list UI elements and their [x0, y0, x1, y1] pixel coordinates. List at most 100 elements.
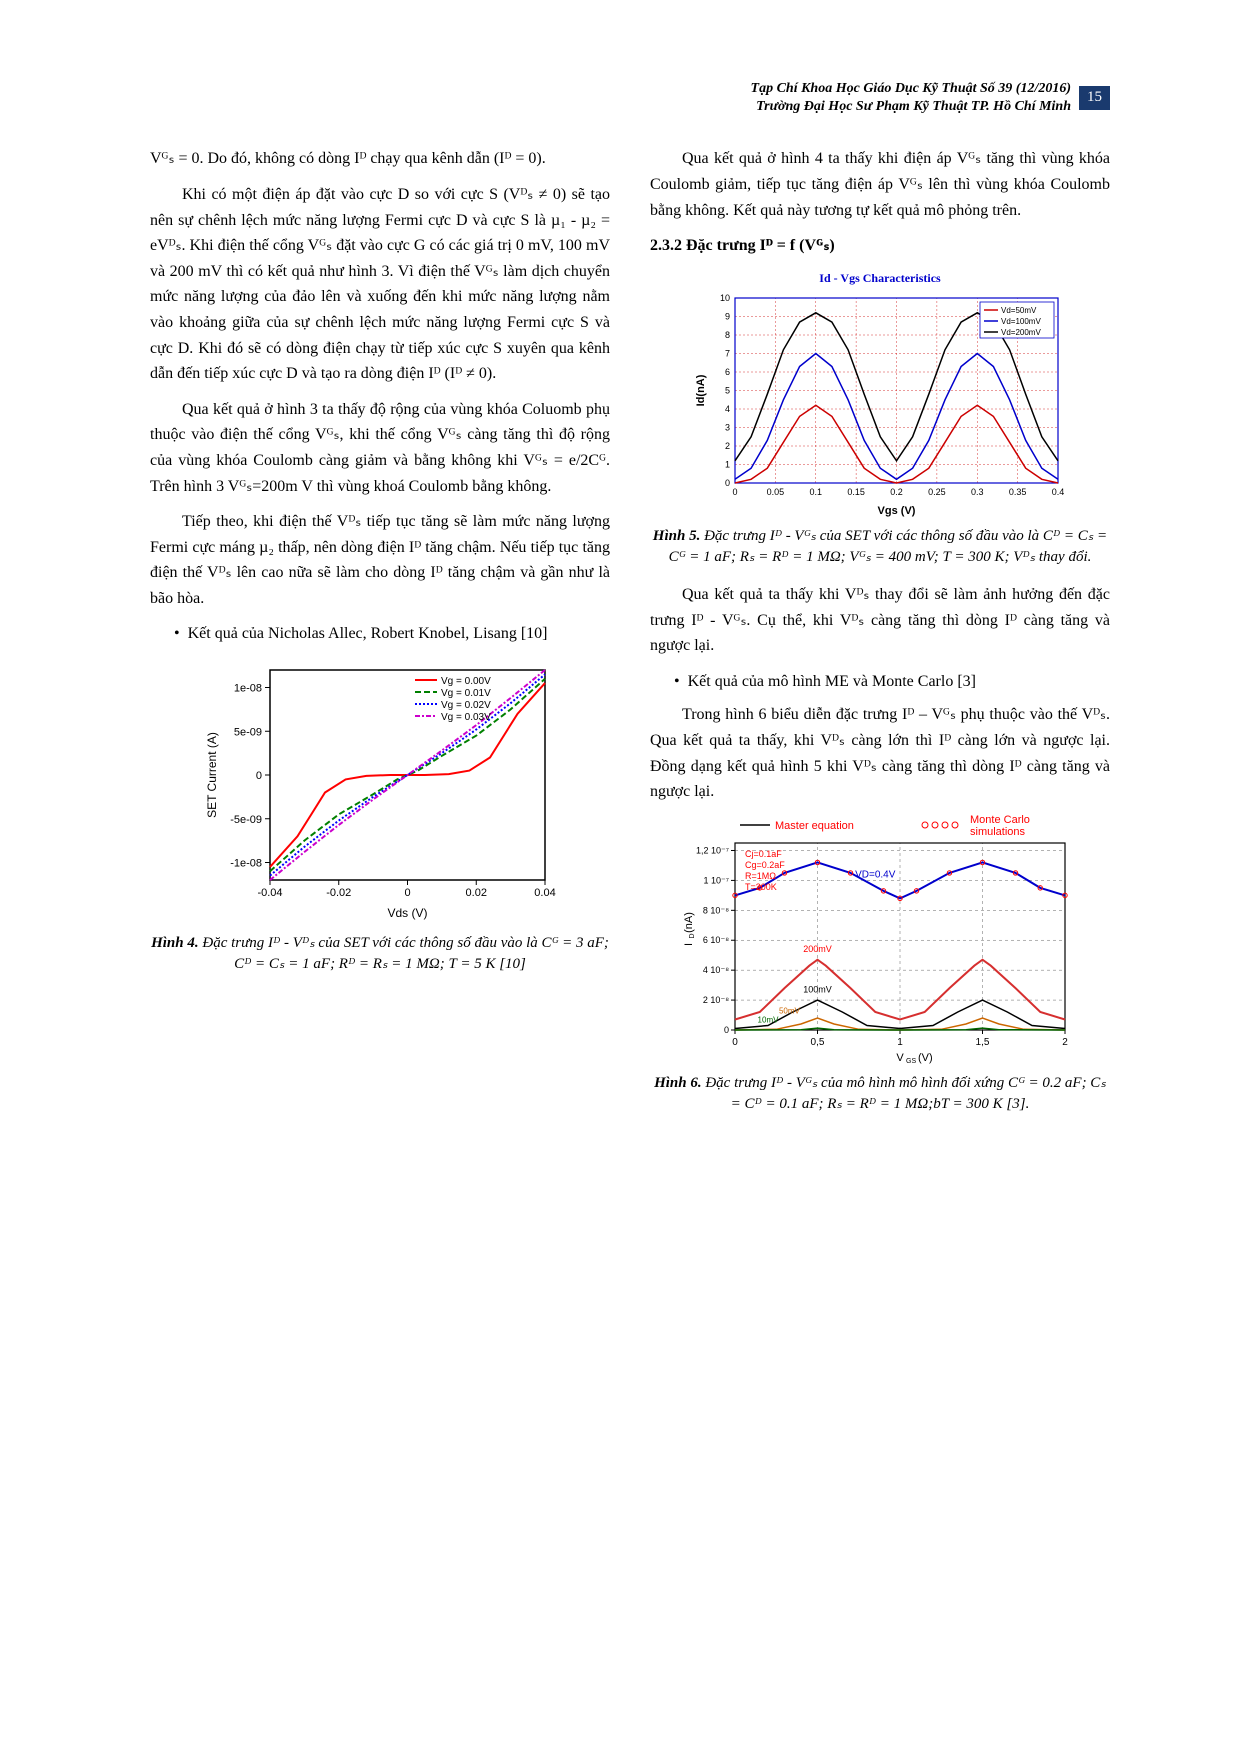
svg-text:1: 1 — [725, 459, 730, 469]
fig6-svg: Master equation Monte Carlosimulations 0 0,… — [680, 815, 1080, 1065]
figure-5-chart: Id - Vgs Characteristics 0 0.05 0.1 0.15 0.2… — [650, 269, 1110, 518]
svg-text:1,5: 1,5 — [976, 1037, 990, 1048]
svg-text:1e-08: 1e-08 — [234, 683, 262, 695]
bullet-icon: • — [174, 621, 180, 647]
svg-text:Cj=0.1aF: Cj=0.1aF — [745, 849, 782, 859]
svg-text:10mV: 10mV — [758, 1015, 780, 1024]
para-r1: Qua kết quả ở hình 4 ta thấy khi điện áp… — [650, 146, 1110, 223]
svg-text:2: 2 — [1062, 1037, 1068, 1048]
svg-text:200mV: 200mV — [803, 944, 832, 954]
svg-text:8 10⁻⁸: 8 10⁻⁸ — [703, 905, 729, 915]
para-l1: Vᴳₛ = 0. Do đó, không có dòng Iᴰ chạy qu… — [150, 146, 610, 172]
svg-text:0.1: 0.1 — [809, 487, 822, 497]
svg-text:I: I — [683, 943, 695, 946]
svg-text:GS: GS — [906, 1058, 916, 1065]
svg-text:Vgs (V): Vgs (V) — [878, 505, 916, 517]
svg-text:0: 0 — [732, 487, 737, 497]
svg-text:Vd=50mV: Vd=50mV — [1001, 306, 1037, 315]
fig5-caption: Hình 5. Đặc trưng Iᴰ - Vᴳₛ của SET với c… — [650, 526, 1110, 568]
svg-text:0.35: 0.35 — [1009, 487, 1027, 497]
left-column: Vᴳₛ = 0. Do đó, không có dòng Iᴰ chạy qu… — [150, 146, 610, 1128]
para-r2: Qua kết quả ta thấy khi Vᴰₛ thay đổi sẽ … — [650, 582, 1110, 659]
svg-text:-0.02: -0.02 — [326, 887, 351, 899]
bullet-l1-text: Kết quả của Nicholas Allec, Robert Knobe… — [188, 621, 548, 647]
bullet-r1-text: Kết quả của mô hình ME và Monte Carlo [3… — [688, 669, 976, 695]
svg-text:50mV: 50mV — [779, 1006, 801, 1015]
svg-text:0.3: 0.3 — [971, 487, 984, 497]
svg-text:0.25: 0.25 — [928, 487, 946, 497]
journal-title: Tạp Chí Khoa Học Giáo Dục Kỹ Thuật Số 39… — [751, 80, 1071, 98]
svg-text:-0.04: -0.04 — [257, 887, 282, 899]
section-2-3-2: 2.3.2 Đặc trưng Iᴰ = f (Vᴳₛ) — [650, 233, 1110, 259]
svg-text:10: 10 — [720, 293, 730, 303]
svg-text:1 10⁻⁷: 1 10⁻⁷ — [703, 875, 729, 885]
svg-text:3: 3 — [725, 422, 730, 432]
bullet-l1: • Kết quả của Nicholas Allec, Robert Kno… — [174, 621, 610, 647]
page-header: Tạp Chí Khoa Học Giáo Dục Kỹ Thuật Số 39… — [150, 80, 1110, 116]
svg-text:6 10⁻⁸: 6 10⁻⁸ — [703, 935, 729, 945]
svg-text:1,2 10⁻⁷: 1,2 10⁻⁷ — [696, 845, 729, 855]
svg-text:-5e-09: -5e-09 — [230, 814, 262, 826]
svg-text:Vg = 0.03V: Vg = 0.03V — [441, 712, 491, 723]
svg-text:0.05: 0.05 — [767, 487, 785, 497]
para-l4: Tiếp theo, khi điện thế Vᴰₛ tiếp tục tăn… — [150, 509, 610, 611]
two-column-layout: Vᴳₛ = 0. Do đó, không có dòng Iᴰ chạy qu… — [150, 146, 1110, 1128]
svg-text:SET Current (A): SET Current (A) — [205, 732, 219, 818]
svg-text:D: D — [689, 933, 696, 938]
svg-text:T=300K: T=300K — [745, 882, 777, 892]
fig5-svg: 00.050.10.150.20.250.30.350.401234567891… — [690, 288, 1070, 518]
svg-text:Vg = 0.01V: Vg = 0.01V — [441, 688, 491, 699]
figure-4-chart: -0.04 -0.02 0 0.02 0.04 -1e-08 -5e-09 0 5e-09 1e-… — [150, 655, 610, 925]
svg-text:2 10⁻⁸: 2 10⁻⁸ — [703, 995, 729, 1005]
svg-text:2: 2 — [725, 441, 730, 451]
svg-text:VD=0.4V: VD=0.4V — [855, 869, 896, 880]
svg-text:Master equation: Master equation — [775, 820, 854, 832]
svg-text:0.02: 0.02 — [466, 887, 487, 899]
svg-text:Vg = 0.00V: Vg = 0.00V — [441, 676, 491, 687]
svg-text:0: 0 — [725, 478, 730, 488]
svg-text:0.4: 0.4 — [1052, 487, 1065, 497]
svg-text:Vg = 0.02V: Vg = 0.02V — [441, 700, 491, 711]
svg-text:8: 8 — [725, 330, 730, 340]
svg-text:5: 5 — [725, 385, 730, 395]
svg-text:1: 1 — [897, 1037, 903, 1048]
page-number: 15 — [1079, 86, 1110, 110]
svg-text:0,5: 0,5 — [811, 1037, 825, 1048]
svg-text:100mV: 100mV — [803, 984, 832, 994]
svg-text:9: 9 — [725, 311, 730, 321]
svg-text:5e-09: 5e-09 — [234, 726, 262, 738]
fig4-svg: -0.04 -0.02 0 0.02 0.04 -1e-08 -5e-09 0 5e-09 1e-… — [200, 655, 560, 925]
svg-text:R=1MΩ: R=1MΩ — [745, 871, 776, 881]
para-r3: Trong hình 6 biểu diễn đặc trưng Iᴰ – Vᴳ… — [650, 702, 1110, 804]
svg-text:0.04: 0.04 — [534, 887, 555, 899]
svg-text:(nA): (nA) — [683, 912, 695, 933]
svg-text:6: 6 — [725, 367, 730, 377]
bullet-icon: • — [674, 669, 680, 695]
svg-text:0: 0 — [404, 887, 410, 899]
para-l3: Qua kết quả ở hình 3 ta thấy độ rộng của… — [150, 397, 610, 499]
svg-text:V: V — [896, 1052, 904, 1064]
institution: Trường Đại Học Sư Phạm Kỹ Thuật TP. Hồ C… — [751, 98, 1071, 116]
svg-text:Cg=0.2aF: Cg=0.2aF — [745, 860, 785, 870]
svg-text:(V): (V) — [918, 1052, 933, 1064]
svg-text:0: 0 — [256, 770, 262, 782]
right-column: Qua kết quả ở hình 4 ta thấy khi điện áp… — [650, 146, 1110, 1128]
svg-text:Vds (V): Vds (V) — [387, 906, 427, 920]
svg-text:0: 0 — [724, 1025, 729, 1035]
bullet-r1: • Kết quả của mô hình ME và Monte Carlo … — [674, 669, 1110, 695]
fig5-title: Id - Vgs Characteristics — [650, 269, 1110, 288]
svg-text:7: 7 — [725, 348, 730, 358]
svg-text:Vd=100mV: Vd=100mV — [1001, 317, 1041, 326]
svg-text:Monte Carlo: Monte Carlo — [970, 815, 1030, 826]
svg-text:0: 0 — [732, 1037, 738, 1048]
svg-text:4 10⁻⁸: 4 10⁻⁸ — [703, 965, 729, 975]
fig6-caption: Hình 6. Đặc trưng Iᴰ - Vᴳₛ của mô hình m… — [650, 1073, 1110, 1115]
svg-text:simulations: simulations — [970, 826, 1026, 838]
fig4-caption: Hình 4. Hình 4. Đặc trưng Iᴰ - Vᴰₛ của S… — [150, 933, 610, 975]
svg-text:Id(nA): Id(nA) — [695, 374, 707, 406]
svg-text:0.15: 0.15 — [847, 487, 865, 497]
figure-6-chart: Master equation Monte Carlosimulations 0 0,… — [650, 815, 1110, 1065]
svg-text:Vd=200mV: Vd=200mV — [1001, 328, 1041, 337]
svg-text:4: 4 — [725, 404, 730, 414]
svg-text:-1e-08: -1e-08 — [230, 858, 262, 870]
